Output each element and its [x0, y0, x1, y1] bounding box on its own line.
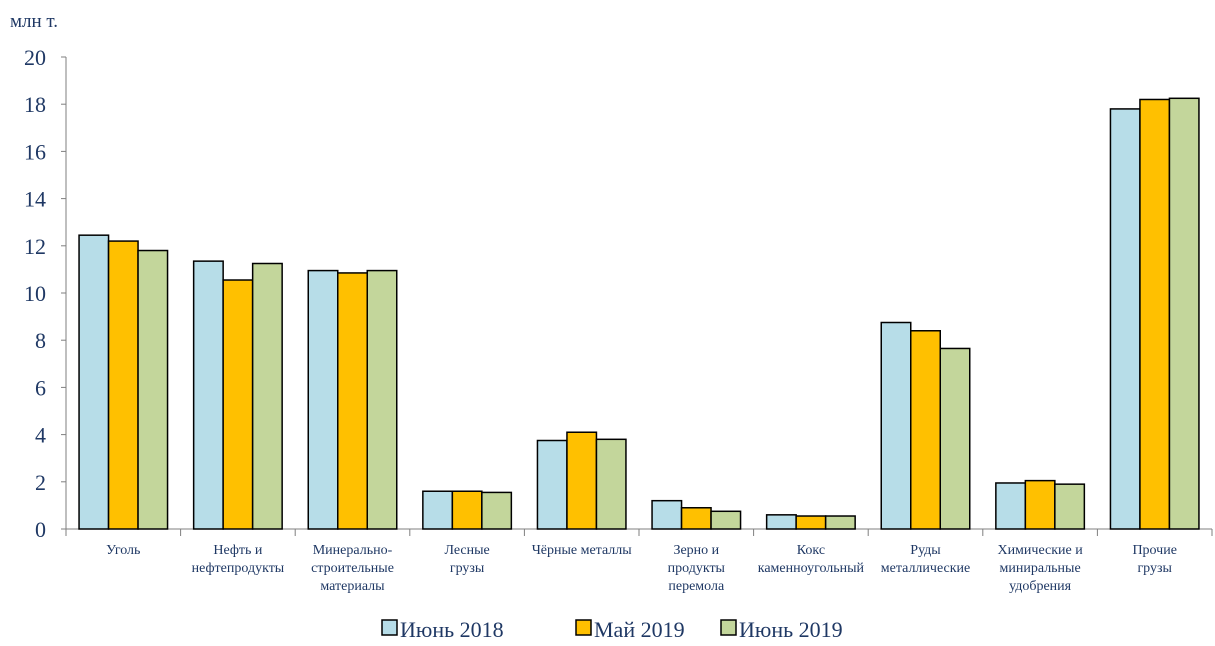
y-tick-label: 2 [35, 470, 46, 495]
bar-8-series-2 [910, 330, 941, 530]
bar-4-series-1 [422, 490, 454, 530]
y-axis-unit-label: млн т. [10, 11, 58, 32]
bar-8-series-3 [939, 347, 971, 530]
bar-4-series-2 [451, 490, 483, 530]
y-tick-label: 20 [24, 45, 46, 70]
bar-3-series-2 [337, 272, 368, 530]
x-axis [65, 528, 1213, 536]
bar-6-series-3 [710, 510, 742, 530]
y-tick-label: 4 [35, 423, 46, 448]
x-tick-label: Химические и миниральные удобрения [997, 543, 1083, 594]
x-tick-label: Нефть и нефтепродукты [192, 543, 285, 576]
bar-2-series-2 [222, 279, 254, 530]
bar-1-series-2 [107, 240, 139, 530]
x-tick-label: Чёрные металлы [532, 543, 633, 558]
legend-label-2: Май 2019 [594, 617, 685, 642]
bar-1-series-1 [78, 234, 110, 530]
legend-swatch-1 [381, 619, 398, 636]
bar-2-series-3 [251, 262, 283, 530]
bar-3-series-1 [307, 269, 339, 530]
bar-2-series-1 [192, 260, 224, 530]
x-tick-label: Минерально-строительные материалы [311, 543, 394, 594]
x-tick-label: Зерно и продукты перемола [668, 543, 726, 594]
bar-5-series-1 [536, 439, 568, 530]
bar-6-series-1 [651, 499, 683, 530]
x-tick-labels: Уголь Нефть и нефтепродукты Минерально-стро… [106, 543, 1177, 594]
bar-8-series-1 [880, 321, 912, 530]
y-tick-label: 16 [24, 139, 46, 164]
bar-7-series-1 [765, 514, 797, 530]
y-tick-label: 8 [35, 328, 46, 353]
bar-5-series-3 [595, 438, 627, 530]
bar-10-series-2 [1139, 98, 1171, 530]
y-tick-label: 14 [24, 187, 46, 212]
bar-5-series-2 [566, 431, 598, 530]
legend-label-3: Июнь 2019 [739, 617, 843, 642]
bar-7-series-2 [795, 515, 827, 530]
x-tick-label: Прочие грузы [1132, 543, 1177, 576]
x-tick-label: Кокс каменноугольный [758, 543, 865, 576]
legend-swatch-2 [575, 619, 592, 636]
bar-4-series-3 [481, 491, 513, 530]
y-tick-label: 0 [35, 517, 46, 542]
x-tick-label: Лесные грузы [444, 543, 489, 576]
legend-label-1: Июнь 2018 [400, 617, 504, 642]
y-tick-label: 6 [35, 375, 46, 400]
bar-1-series-3 [137, 249, 169, 530]
bar-10-series-3 [1168, 97, 1200, 530]
legend: Июнь 2018 Май 2019 Июнь 2019 [381, 617, 843, 642]
bar-9-series-2 [1024, 479, 1056, 530]
legend-swatch-3 [720, 619, 737, 636]
bar-3-series-3 [366, 269, 398, 530]
y-tick-label: 12 [24, 234, 46, 259]
y-tick-label: 18 [24, 92, 46, 117]
x-tick-label: Руды металлические [881, 543, 971, 576]
bar-10-series-1 [1109, 108, 1141, 530]
bar-6-series-2 [680, 507, 712, 530]
x-tick-label: Уголь [106, 543, 140, 558]
y-tick-label: 10 [24, 281, 46, 306]
bar-9-series-3 [1054, 483, 1086, 530]
bar-9-series-1 [995, 482, 1027, 530]
bar-7-series-3 [824, 515, 856, 530]
bars-group [78, 97, 1200, 530]
y-axis: 0 2 4 6 8 10 12 14 16 18 20 [24, 45, 67, 542]
